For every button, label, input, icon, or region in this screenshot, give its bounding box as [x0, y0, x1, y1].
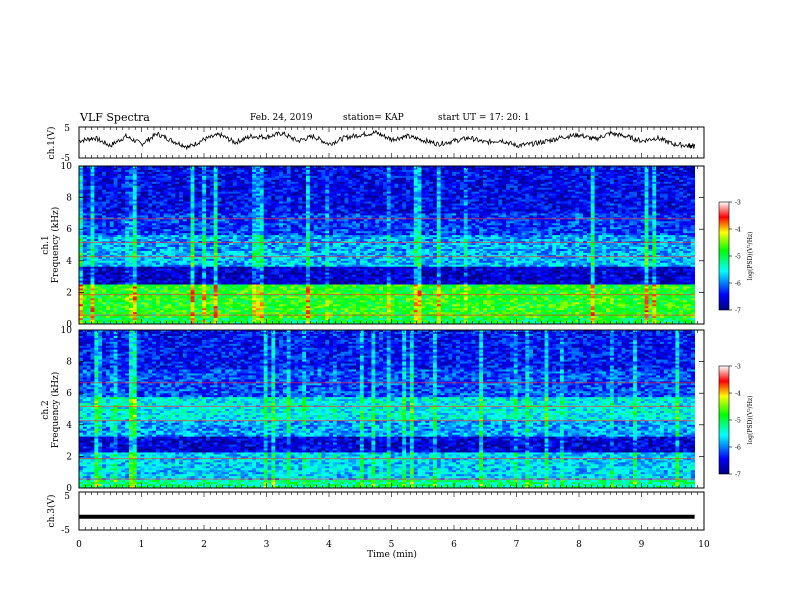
ch1-spectrogram-heatmap — [79, 166, 695, 324]
ch1-waveform-panel: 5 -5 ch.1(V) — [46, 124, 704, 164]
ch1-ytick-top: 5 — [64, 124, 70, 134]
figure: 5 -5 ch.1(V) 0246810 ch.1 Frequency (kHz… — [0, 0, 792, 612]
ch1-ylabel: ch.1(V) — [46, 127, 57, 160]
